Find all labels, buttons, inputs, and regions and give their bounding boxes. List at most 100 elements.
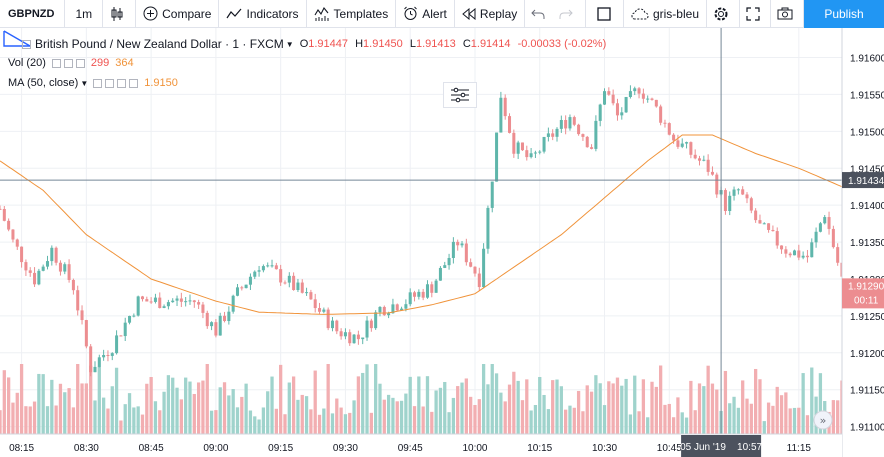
volume-bar: [602, 405, 607, 434]
volume-bar: [222, 382, 227, 434]
close-mini-icon[interactable]: [75, 58, 85, 68]
volume-bar: [365, 364, 369, 434]
volume-bar: [335, 398, 339, 434]
candle-body: [395, 304, 399, 311]
candle-body: [525, 150, 529, 158]
volume-bar: [788, 408, 792, 434]
volume-bar: [54, 405, 58, 434]
legend-toggle-icon[interactable]: [22, 39, 31, 49]
eye-icon[interactable]: [93, 78, 103, 88]
interval-button[interactable]: 1m: [65, 0, 104, 28]
open-key: O: [299, 38, 309, 50]
top-toolbar: GBPNZD 1m Compare Indicators Template: [0, 0, 884, 28]
candle-body: [818, 223, 822, 232]
indicators-button[interactable]: Indicators: [219, 0, 307, 28]
price-scale-bg: [842, 28, 884, 457]
volume-bar: [296, 399, 300, 434]
close-value: 1.91414: [470, 38, 511, 50]
price-scale: 1.91600 1.91550 1.91500 1.91450 1.91400 1.913…: [841, 28, 884, 457]
candle-body: [564, 119, 568, 129]
volume-bar: [684, 417, 689, 434]
volume-bar: [473, 405, 477, 434]
candle-body: [745, 194, 749, 199]
candle-body: [400, 308, 404, 311]
change-value: -0.00033 (-0.02%): [517, 38, 607, 50]
volume-bar: [171, 377, 175, 434]
candle-body: [132, 315, 136, 317]
volume-bar: [615, 377, 620, 434]
object-tree-button[interactable]: [443, 82, 477, 108]
candle-body: [136, 296, 140, 316]
volume-bar: [248, 410, 253, 434]
snapshot-button[interactable]: [771, 0, 804, 28]
candle-body: [797, 250, 801, 258]
candle-body: [598, 104, 602, 121]
chart-type-button[interactable]: [103, 0, 137, 28]
volume-bar: [257, 419, 261, 434]
main-series-legend: British Pound / New Zealand Dollar · 1 ·…: [22, 37, 606, 51]
candle-body: [71, 279, 75, 291]
time-tick-label: 11:15: [787, 443, 812, 454]
candle-body: [413, 292, 417, 297]
candle-body: [650, 98, 654, 100]
time-tick-label: 10:15: [527, 443, 552, 454]
chevron-down-icon[interactable]: ▼: [285, 39, 294, 49]
candle-body: [728, 195, 732, 212]
volume-bar: [520, 400, 525, 434]
volume-bar: [132, 407, 136, 434]
theme-button[interactable]: gris-bleu: [624, 0, 707, 28]
candle-body: [352, 334, 356, 344]
scroll-right-button[interactable]: »: [813, 410, 833, 430]
candle-body: [24, 262, 28, 271]
candle-body: [477, 273, 481, 288]
volume-bar: [538, 376, 542, 434]
chevron-down-icon[interactable]: ▼: [80, 78, 89, 88]
symbol-search-button[interactable]: GBPNZD: [0, 0, 66, 28]
alert-button[interactable]: Alert: [396, 0, 455, 28]
settings-button[interactable]: [707, 0, 740, 28]
candle-body: [805, 255, 809, 258]
volume-bar: [235, 407, 240, 434]
eye-icon[interactable]: [51, 58, 61, 68]
volume-bar: [179, 399, 183, 434]
candle-body: [369, 320, 373, 329]
candle-body: [633, 88, 637, 92]
close-mini-icon[interactable]: [117, 78, 127, 88]
volume-bar: [421, 406, 425, 434]
time-tick-label: 09:00: [203, 443, 228, 454]
undo-button[interactable]: [525, 0, 555, 28]
price-chart[interactable]: 1.91600 1.91550 1.91500 1.91450 1.91400 1.913…: [0, 28, 884, 457]
volume-bar: [546, 409, 551, 434]
more-mini-icon[interactable]: [129, 78, 139, 88]
templates-button[interactable]: Templates: [307, 0, 397, 28]
candle-body: [823, 217, 827, 224]
candle-body: [110, 353, 114, 356]
volume-bar: [710, 383, 715, 434]
volume-bar: [628, 414, 633, 434]
time-tick-label: 08:30: [74, 443, 99, 454]
candle-body: [689, 142, 693, 155]
fullscreen-button[interactable]: [740, 0, 771, 28]
candle-body: [771, 229, 775, 232]
replay-button[interactable]: Replay: [455, 0, 526, 28]
candle-body: [330, 320, 334, 329]
compare-button[interactable]: Compare: [136, 0, 220, 28]
candle-body: [762, 223, 766, 225]
candle-body: [374, 312, 378, 329]
settings-mini-icon[interactable]: [63, 58, 73, 68]
volume-bar: [192, 393, 196, 434]
publish-button[interactable]: Publish: [804, 0, 884, 28]
layout-select-button[interactable]: [589, 0, 624, 28]
candle-body: [503, 97, 507, 117]
volume-bar: [37, 373, 41, 434]
volume-bar: [283, 414, 287, 434]
candlesticks: [0, 85, 844, 377]
alarm-clock-icon: [404, 6, 418, 20]
volume-bar: [836, 400, 840, 434]
volume-bar: [136, 406, 140, 434]
candle-body: [542, 136, 546, 152]
redo-button[interactable]: [555, 0, 587, 28]
volume-bar: [792, 407, 797, 434]
settings-mini-icon[interactable]: [105, 78, 115, 88]
candle-body: [106, 354, 110, 356]
